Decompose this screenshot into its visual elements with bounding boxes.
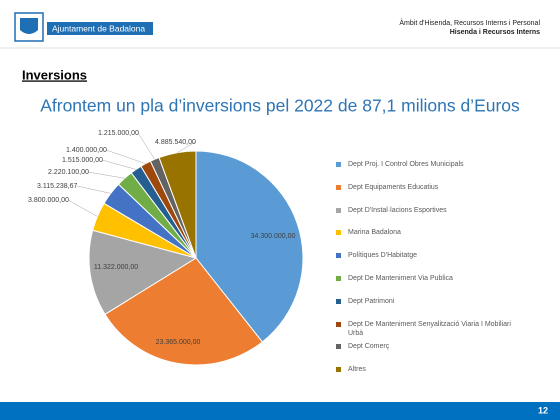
legend-label: Dept Equipaments Educatius (348, 183, 439, 191)
logo-emblem (14, 12, 44, 42)
logo-box (47, 22, 153, 35)
legend-swatch (336, 321, 341, 327)
legend-swatch (336, 344, 341, 350)
legend-label: Polítiques D'Habitatge (348, 252, 418, 260)
data-label: 4.885.540,00 (155, 139, 196, 146)
legend-item: Dept De Manteniment Via Publica (336, 274, 516, 283)
data-label: 1.215.000,00 (98, 130, 139, 137)
leader-line (105, 149, 146, 164)
data-label: 23.365.000,00 (156, 339, 201, 346)
legend-swatch (336, 230, 341, 236)
area: Àmbit d'Hisenda, Recursos Interns i Pers… (399, 18, 540, 27)
legend-item: Marina Badalona (336, 228, 516, 237)
data-label: 3.800.000,00 (28, 197, 69, 204)
logo-text: Ajuntament de Badalona (52, 23, 145, 33)
leader-line (137, 132, 155, 160)
logo-shield (20, 18, 38, 34)
legend-label: Dept De Manteniment Senyalització Viaria… (348, 320, 511, 337)
legend-swatch (336, 367, 341, 373)
legend-label: Dept D'Instal·lacions Esportives (348, 206, 447, 214)
data-label: 3.115.238,67 (37, 183, 77, 190)
legend-item: Dept Equipaments Educatius (336, 183, 516, 192)
legend-item: Polítiques D'Habitatge (336, 251, 516, 260)
legend-item: Dept Patrimoni (336, 297, 516, 306)
legend-swatch (336, 276, 341, 281)
legend-label: Altres (348, 366, 366, 374)
leader-line (101, 159, 137, 170)
legend-label: Dept Comerç (348, 343, 390, 351)
footer-bar (0, 402, 560, 420)
legend-item: Dept Proj. I Control Obres Municipals (336, 160, 516, 169)
leader-line (67, 199, 98, 217)
data-label: 1.515.000,00 (62, 157, 103, 164)
leader-line (76, 185, 111, 194)
pie-slice (195, 150, 304, 343)
page-number: 12 (538, 405, 548, 415)
data-label: 34.300.000,00 (251, 233, 296, 240)
leader-line (87, 171, 125, 179)
legend-swatch (336, 184, 341, 190)
data-label: 2.220.100,00 (48, 169, 89, 176)
department: Hisenda i Recursos Interns (450, 29, 540, 36)
pie-slice (104, 257, 264, 366)
legend-label: Marina Badalona (348, 229, 401, 237)
data-label: 11.322.000,00 (94, 264, 138, 271)
chart-title: Afrontem un pla d’inversions pel 2022 de… (40, 96, 520, 116)
legend-item: Altres (336, 365, 516, 374)
legend-label: Dept De Manteniment Via Publica (348, 275, 453, 282)
section-title: Inversions (22, 67, 87, 82)
legend-item: Dept D'Instal·lacions Esportives (336, 206, 516, 215)
legend-swatch (336, 162, 341, 167)
legend-item: Dept Comerç (336, 342, 516, 351)
legend-item: Dept De Manteniment Senyalització Viaria… (336, 320, 516, 338)
legend-swatch (336, 253, 341, 259)
leader-line (177, 141, 196, 153)
legend-label: Dept Patrimoni (348, 297, 395, 305)
pie-slice (158, 150, 197, 259)
legend-swatch (336, 207, 341, 213)
legend-swatch (336, 298, 341, 304)
data-label: 1.400.000,00 (66, 147, 107, 154)
legend-label: Dept Proj. I Control Obres Municipals (348, 161, 464, 168)
